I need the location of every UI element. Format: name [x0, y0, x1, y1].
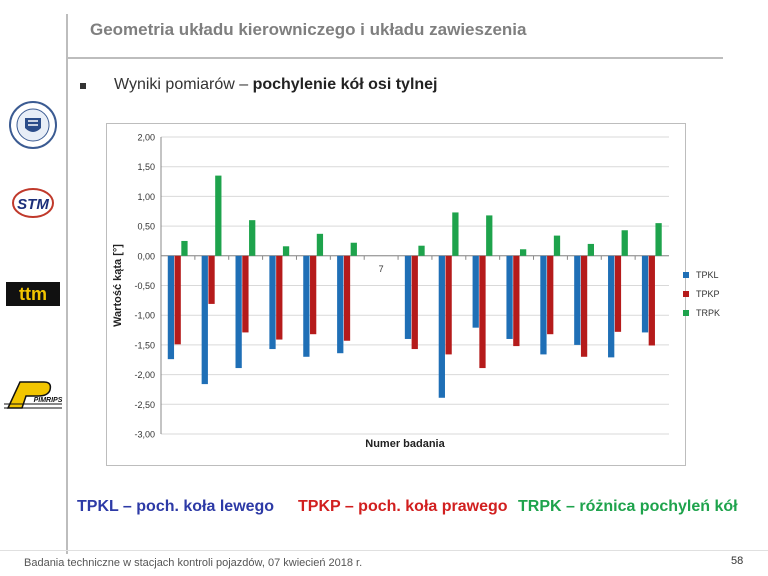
bar-tpkl-3: [235, 255, 242, 369]
bar-tpkl-15: [641, 255, 649, 333]
bar-tpkl-2: [201, 255, 208, 385]
y-tick-label: -0,50: [134, 281, 155, 291]
chart-container: 2,00 1,50 1,00 0,50 0,00 -0,50 -1,00 -1,50 -2,00…: [106, 123, 720, 466]
bar-trpk-12: [553, 235, 561, 256]
y-tick-label: 0,50: [137, 222, 155, 232]
bar-tpkp-10: [479, 255, 486, 369]
legend-swatch-trpk: [683, 310, 689, 316]
bar-tpkl-13: [574, 255, 581, 345]
y-tick-label: -2,00: [134, 370, 155, 380]
bar-tpkl-14: [608, 255, 615, 358]
slide-subtitle: Wyniki pomiarów – pochylenie kół osi tyl…: [114, 76, 438, 94]
y-tick-label: -3,00: [134, 430, 155, 440]
y-axis-title: Wartość kąta [°]: [112, 244, 124, 327]
bullet-marker: [80, 83, 86, 89]
legend-label-trpk: TRPK: [696, 308, 720, 318]
title-underline: [68, 57, 723, 59]
bar-trpk-6: [350, 242, 357, 256]
legend-tpkp-description: TPKP – poch. koła prawego: [298, 498, 508, 515]
bar-trpk-5: [316, 233, 324, 256]
bar-trpk-10: [486, 215, 493, 256]
y-tick-label: 1,00: [137, 192, 155, 202]
bar-trpk-9: [452, 212, 459, 256]
bar-tpkp-6: [343, 255, 351, 341]
bar-tpkp-15: [648, 255, 655, 346]
bar-tpkp-4: [276, 255, 283, 340]
bar-chart: 2,00 1,50 1,00 0,50 0,00 -0,50 -1,00 -1,50 -2,00…: [112, 133, 720, 451]
legend-tpkl-description: TPKL – poch. koła lewego: [77, 498, 275, 515]
bar-tpkp-13: [580, 255, 588, 357]
subtitle-prefix: Wyniki pomiarów –: [114, 76, 253, 93]
x-category-label: 7: [379, 264, 384, 274]
bar-trpk-8: [418, 245, 425, 256]
y-tick-label: -1,50: [134, 340, 155, 350]
subtitle-emphasis: pochylenie kół osi tylnej: [252, 76, 438, 93]
bar-tpkl-9: [438, 255, 445, 398]
bar-tpkp-3: [242, 255, 249, 333]
bar-tpkp-9: [445, 255, 452, 355]
footer-text: Badania techniczne w stacjach kontroli p…: [24, 557, 363, 569]
legend-swatch-tpkp: [683, 291, 689, 297]
bar-trpk-11: [519, 249, 527, 256]
ttm-logo-text: ttm: [19, 284, 47, 304]
bar-tpkp-1: [174, 255, 181, 345]
y-tick-label: 2,00: [137, 133, 155, 143]
bar-tpkl-4: [269, 255, 276, 350]
bar-tpkl-12: [540, 255, 547, 355]
y-tick-label: 1,50: [137, 162, 155, 172]
bar-tpkl-1: [167, 255, 175, 360]
legend-trpk-description: TRPK – różnica pochyleń kół: [518, 498, 738, 515]
ttm-logo: ttm: [6, 282, 60, 306]
bar-tpkl-6: [337, 255, 344, 354]
bar-tpkl-11: [506, 255, 513, 339]
legend-swatch-tpkl: [683, 272, 689, 278]
bar-trpk-3: [249, 220, 256, 256]
bar-trpk-13: [587, 243, 594, 256]
vertical-divider: [66, 14, 68, 554]
page-number: 58: [731, 555, 744, 567]
page-title: Geometria układu kierowniczego i układu …: [90, 20, 527, 39]
stm-logo-text: STM: [17, 196, 49, 213]
x-axis-title: Numer badania: [365, 438, 445, 450]
bar-trpk-2: [215, 175, 222, 256]
bar-tpkp-2: [208, 255, 215, 304]
y-tick-label: -2,50: [134, 400, 155, 410]
stm-logo: STM: [12, 188, 54, 218]
legend-label-tpkp: TPKP: [696, 289, 720, 299]
bar-tpkl-5: [303, 255, 310, 357]
bar-tpkp-8: [411, 255, 418, 350]
bar-tpkp-12: [547, 255, 554, 335]
y-tick-label: 0,00: [137, 251, 155, 261]
bar-trpk-4: [282, 246, 290, 256]
footer-divider: [0, 550, 768, 551]
bar-trpk-1: [181, 240, 188, 256]
pimrips-logo: PIMRIPS: [4, 381, 63, 409]
bar-tpkp-14: [614, 255, 622, 332]
legend-label-tpkl: TPKL: [696, 270, 719, 280]
y-tick-label: -1,00: [134, 311, 155, 321]
bar-trpk-15: [655, 223, 662, 256]
bar-tpkp-5: [310, 255, 317, 335]
bar-trpk-14: [621, 230, 628, 256]
bar-tpkl-10: [472, 255, 479, 328]
bar-tpkl-8: [404, 255, 412, 339]
pimrips-logo-text: PIMRIPS: [34, 397, 63, 404]
bar-tpkp-11: [513, 255, 520, 347]
university-seal-logo: [9, 101, 57, 149]
